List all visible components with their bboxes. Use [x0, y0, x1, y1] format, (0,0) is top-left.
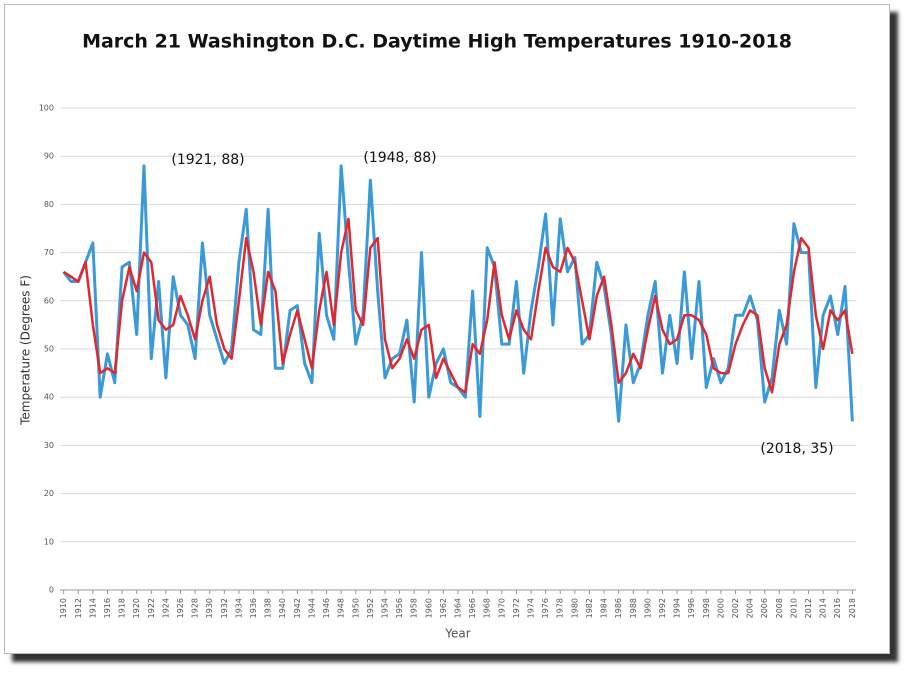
x-tick-label: 1938: [264, 598, 273, 618]
x-tick-label: 1984: [600, 598, 609, 618]
y-tick-label: 50: [44, 345, 54, 354]
x-tick-label: 1970: [497, 598, 506, 618]
y-tick-label: 80: [44, 200, 54, 209]
x-tick-label: 1942: [293, 598, 302, 618]
x-tick-label: 1978: [556, 598, 565, 618]
x-tick-label: 1940: [278, 598, 287, 618]
x-tick-label: 2000: [716, 598, 725, 618]
x-tick-label: 1974: [527, 598, 536, 618]
x-tick-label: 1952: [366, 598, 375, 618]
x-axis-label: Year: [444, 627, 470, 641]
x-tick-label: 1928: [191, 598, 200, 618]
x-tick-label: 1998: [702, 598, 711, 618]
y-tick-label: 0: [49, 586, 54, 595]
chart-title: March 21 Washington D.C. Daytime High Te…: [82, 31, 792, 53]
x-tick-label: 1924: [161, 598, 170, 618]
x-tick-label: 1996: [687, 598, 696, 618]
x-tick-label: 1956: [395, 598, 404, 618]
x-tick-label: 1946: [322, 598, 331, 618]
x-tick-label: 1948: [337, 598, 346, 618]
x-tick-label: 1990: [643, 598, 652, 618]
x-tick-label: 1918: [118, 598, 127, 618]
y-axis-label: Temperature (Degrees F): [19, 275, 33, 426]
x-tick-label: 1926: [176, 598, 185, 618]
x-tick-label: 2006: [760, 598, 769, 618]
y-tick-label: 90: [44, 152, 54, 161]
x-tick-label: 1934: [234, 598, 243, 618]
x-tick-label: 1916: [103, 598, 112, 618]
y-tick-label: 10: [44, 537, 54, 546]
annotation: (1948, 88): [363, 150, 436, 166]
x-tick-label: 1936: [249, 598, 258, 618]
x-tick-label: 2014: [819, 598, 828, 618]
x-tick-label: 1988: [629, 598, 638, 618]
x-tick-label: 2002: [731, 598, 740, 618]
x-tick-label: 2008: [775, 598, 784, 618]
x-tick-label: 2016: [833, 598, 842, 618]
x-tick-label: 1982: [585, 598, 594, 618]
x-tick-label: 1910: [59, 598, 68, 618]
x-tick-label: 1980: [570, 598, 579, 618]
annotation: (2018, 35): [760, 441, 833, 457]
x-tick-label: 1912: [74, 598, 83, 618]
x-tick-label: 1920: [132, 598, 141, 618]
x-tick-label: 2018: [848, 598, 857, 618]
y-tick-label: 70: [44, 248, 54, 257]
x-tick-label: 2004: [746, 598, 755, 618]
x-tick-label: 1972: [512, 598, 521, 618]
x-tick-label: 1950: [351, 598, 360, 618]
x-tick-label: 1976: [541, 598, 550, 618]
series-line: [62, 217, 854, 394]
x-tick-label: 1960: [424, 598, 433, 618]
x-tick-label: 1958: [410, 598, 419, 618]
x-tick-label: 1986: [614, 598, 623, 618]
x-tick-label: 1944: [307, 598, 316, 618]
annotation: (1921, 88): [171, 152, 244, 168]
x-tick-label: 1932: [220, 598, 229, 618]
x-tick-label: 1954: [380, 598, 389, 618]
y-tick-label: 60: [44, 296, 54, 305]
x-tick-label: 1922: [147, 598, 156, 618]
x-tick-label: 1964: [454, 598, 463, 618]
x-tick-label: 1930: [205, 598, 214, 618]
x-tick-label: 1992: [658, 598, 667, 618]
y-tick-label: 20: [44, 489, 54, 498]
x-tick-label: 1994: [673, 598, 682, 618]
y-tick-label: 40: [44, 393, 54, 402]
x-tick-label: 1914: [88, 598, 97, 618]
x-tick-label: 1962: [439, 598, 448, 618]
x-tick-label: 2012: [804, 598, 813, 618]
x-tick-label: 1968: [483, 598, 492, 618]
y-tick-label: 30: [44, 441, 54, 450]
y-tick-label: 100: [39, 104, 54, 113]
x-tick-label: 1966: [468, 598, 477, 618]
x-tick-label: 2010: [789, 598, 798, 618]
